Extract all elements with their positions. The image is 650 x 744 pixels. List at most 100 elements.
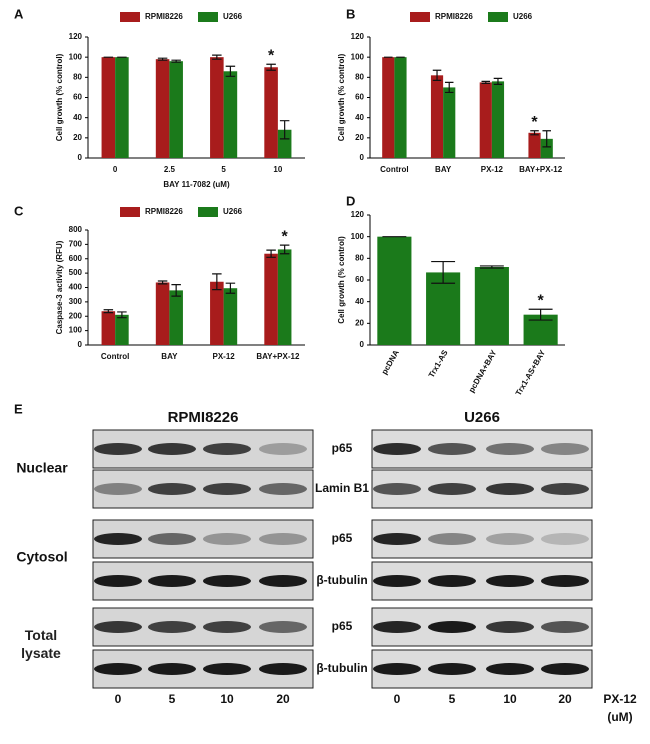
cell-line: U266 bbox=[464, 409, 500, 426]
bar bbox=[115, 57, 129, 158]
lane-label: 5 bbox=[449, 692, 456, 706]
bar bbox=[223, 288, 238, 345]
bar bbox=[155, 59, 170, 158]
band bbox=[486, 621, 534, 633]
legend-swatch bbox=[120, 207, 140, 217]
y-tick-label: 600 bbox=[69, 254, 83, 263]
y-tick-label: 20 bbox=[355, 133, 364, 142]
band bbox=[486, 533, 534, 545]
band bbox=[541, 575, 589, 587]
x-tick-label: Trx1-AS bbox=[427, 348, 450, 379]
band bbox=[486, 483, 534, 495]
y-tick-label: 500 bbox=[69, 268, 83, 277]
band bbox=[541, 483, 589, 495]
y-tick-label: 100 bbox=[69, 326, 83, 335]
band bbox=[541, 443, 589, 455]
annotation: * bbox=[282, 228, 289, 245]
error-bar bbox=[225, 65, 236, 77]
lane-label: 10 bbox=[503, 692, 517, 706]
x-tick-label: Control bbox=[101, 352, 129, 361]
bar bbox=[264, 67, 278, 158]
bar bbox=[155, 282, 170, 345]
y-tick-label: 20 bbox=[73, 133, 82, 142]
bar bbox=[169, 290, 183, 345]
band bbox=[428, 621, 476, 633]
band bbox=[541, 533, 589, 545]
band bbox=[148, 663, 196, 675]
bar bbox=[382, 57, 395, 158]
legend-label: RPMI8226 bbox=[435, 12, 473, 21]
protein-label: p65 bbox=[332, 441, 353, 455]
band bbox=[94, 575, 142, 587]
band bbox=[486, 575, 534, 587]
x-tick-label: 10 bbox=[273, 165, 282, 174]
error-bar bbox=[171, 59, 181, 63]
band bbox=[373, 663, 421, 675]
x-tick-label: 2.5 bbox=[164, 165, 176, 174]
error-bar bbox=[225, 282, 236, 294]
fraction-label: Total lysate bbox=[21, 627, 61, 661]
bar bbox=[210, 57, 224, 158]
band bbox=[259, 483, 307, 495]
y-axis-label: Cell growth (% control) bbox=[337, 236, 346, 324]
y-tick-label: 40 bbox=[73, 113, 82, 122]
band bbox=[259, 443, 307, 455]
y-tick-label: 200 bbox=[69, 311, 83, 320]
error-bar bbox=[103, 309, 114, 314]
band bbox=[259, 533, 307, 545]
legend-swatch bbox=[198, 207, 218, 217]
protein-label: p65 bbox=[332, 619, 353, 633]
band bbox=[259, 621, 307, 633]
x-tick-label: PX-12 bbox=[213, 352, 236, 361]
bar bbox=[528, 132, 541, 158]
band bbox=[428, 533, 476, 545]
y-tick-label: 120 bbox=[351, 210, 365, 219]
band bbox=[203, 533, 251, 545]
band bbox=[148, 533, 196, 545]
band bbox=[428, 663, 476, 675]
lane-label: 10 bbox=[220, 692, 234, 706]
band bbox=[373, 443, 421, 455]
legend-swatch bbox=[198, 12, 218, 22]
bar bbox=[443, 87, 456, 158]
band bbox=[373, 575, 421, 587]
y-tick-label: 60 bbox=[73, 93, 82, 102]
error-bar bbox=[266, 249, 276, 258]
x-tick-label: BAY+PX-12 bbox=[256, 352, 300, 361]
y-tick-label: 120 bbox=[351, 32, 365, 41]
bar bbox=[474, 267, 509, 345]
error-bar bbox=[279, 120, 290, 140]
bar bbox=[223, 71, 238, 158]
panel-label: B bbox=[346, 6, 355, 21]
band bbox=[259, 663, 307, 675]
y-tick-label: 80 bbox=[355, 72, 364, 81]
x-tick-label: Trx1-AS+BAY bbox=[514, 348, 548, 397]
x-tick-label: BAY+PX-12 bbox=[519, 165, 563, 174]
y-tick-label: 60 bbox=[355, 275, 364, 284]
y-tick-label: 700 bbox=[69, 239, 83, 248]
lane-label: 5 bbox=[169, 692, 176, 706]
y-tick-label: 400 bbox=[69, 283, 83, 292]
legend-label: RPMI8226 bbox=[145, 12, 183, 21]
band bbox=[486, 663, 534, 675]
bar bbox=[426, 272, 461, 345]
band bbox=[373, 483, 421, 495]
annotation: * bbox=[268, 47, 275, 64]
x-tick-label: 5 bbox=[221, 165, 226, 174]
error-bar bbox=[212, 273, 222, 291]
band bbox=[203, 443, 251, 455]
legend-swatch bbox=[410, 12, 430, 22]
y-tick-label: 0 bbox=[360, 340, 365, 349]
cell-line: RPMI8226 bbox=[168, 409, 239, 426]
protein-label: β-tubulin bbox=[316, 573, 367, 587]
bar bbox=[264, 253, 278, 345]
x-tick-label: PX-12 bbox=[481, 165, 504, 174]
lane-label: 0 bbox=[115, 692, 122, 706]
annotation: * bbox=[538, 292, 545, 309]
y-tick-label: 40 bbox=[355, 113, 364, 122]
error-bar bbox=[542, 130, 551, 148]
y-tick-label: 120 bbox=[69, 32, 83, 41]
y-tick-label: 0 bbox=[360, 153, 365, 162]
y-tick-label: 40 bbox=[355, 297, 364, 306]
fraction-label: Nuclear bbox=[16, 460, 68, 476]
